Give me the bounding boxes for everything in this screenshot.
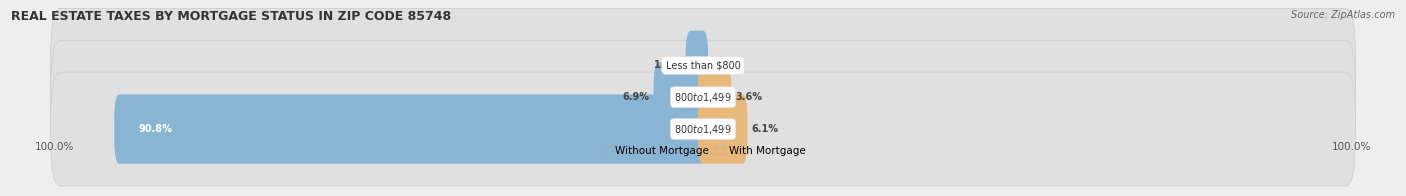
Text: 6.1%: 6.1% (752, 124, 779, 134)
FancyBboxPatch shape (654, 63, 709, 132)
Text: 1.9%: 1.9% (654, 60, 681, 70)
FancyBboxPatch shape (686, 31, 709, 100)
FancyBboxPatch shape (51, 8, 1355, 122)
Text: Less than $800: Less than $800 (665, 60, 741, 70)
Legend: Without Mortgage, With Mortgage: Without Mortgage, With Mortgage (600, 146, 806, 156)
Text: 6.9%: 6.9% (621, 92, 650, 102)
FancyBboxPatch shape (697, 63, 731, 132)
FancyBboxPatch shape (51, 72, 1355, 186)
Text: REAL ESTATE TAXES BY MORTGAGE STATUS IN ZIP CODE 85748: REAL ESTATE TAXES BY MORTGAGE STATUS IN … (11, 10, 451, 23)
Text: 90.8%: 90.8% (139, 124, 173, 134)
Text: 100.0%: 100.0% (35, 142, 75, 152)
FancyBboxPatch shape (114, 94, 709, 164)
FancyBboxPatch shape (51, 40, 1355, 154)
Text: 3.6%: 3.6% (735, 92, 763, 102)
Text: 100.0%: 100.0% (1331, 142, 1371, 152)
Text: $800 to $1,499: $800 to $1,499 (675, 122, 731, 135)
FancyBboxPatch shape (697, 94, 748, 164)
Text: Source: ZipAtlas.com: Source: ZipAtlas.com (1291, 10, 1395, 20)
Text: $800 to $1,499: $800 to $1,499 (675, 91, 731, 104)
